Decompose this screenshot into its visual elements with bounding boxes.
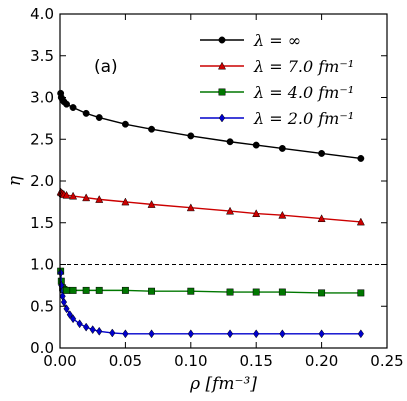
x-tick-label: 0.00: [43, 352, 76, 370]
legend-label: λ = 2.0 fm⁻¹: [253, 109, 354, 128]
data-point: [147, 200, 156, 208]
data-point: [69, 314, 77, 324]
data-point: [69, 191, 78, 200]
data-point: [69, 104, 77, 111]
data-point: [318, 289, 326, 297]
data-point: [318, 149, 326, 157]
x-axis-label: ρ [fm⁻³]: [189, 374, 257, 394]
data-point: [63, 100, 70, 108]
data-point: [121, 120, 129, 128]
x-tick-label: 0.10: [174, 352, 207, 370]
series-line: [60, 191, 361, 223]
data-point: [109, 328, 116, 338]
data-point: [252, 288, 260, 296]
x-tick-label: 0.15: [239, 352, 272, 370]
data-point: [148, 287, 156, 295]
data-point: [95, 195, 104, 203]
legend-label: λ = 4.0 fm⁻¹: [253, 83, 354, 102]
data-point: [148, 125, 156, 133]
data-point: [63, 286, 70, 294]
legend-marker: [218, 113, 226, 123]
legend-marker: [218, 88, 226, 96]
data-point: [187, 287, 195, 295]
data-point: [186, 203, 195, 212]
data-point: [278, 288, 286, 296]
y-tick-label: 0.5: [30, 297, 54, 315]
y-tick-label: 4.0: [30, 5, 54, 23]
x-tick-label: 0.20: [305, 352, 338, 370]
data-point: [278, 144, 286, 152]
data-point: [89, 325, 96, 335]
data-point: [226, 329, 234, 339]
data-point: [95, 114, 103, 121]
data-point: [62, 190, 71, 199]
series-line: [59, 272, 361, 335]
data-point: [121, 286, 129, 294]
x-tick-label: 0.05: [109, 352, 142, 370]
x-axis: 0.00 0.05 0.10 0.15 0.20 0.25: [43, 14, 404, 370]
y-tick-label: 2.5: [30, 130, 54, 148]
series-4: [57, 268, 364, 339]
data-point: [82, 286, 90, 294]
data-point: [252, 141, 260, 149]
y-tick-label: 2.0: [30, 172, 54, 190]
data-point: [278, 210, 287, 219]
data-point: [252, 209, 261, 218]
y-tick-label: 1.0: [30, 256, 54, 274]
legend-entry: λ = 2.0 fm⁻¹: [200, 109, 354, 128]
y-tick-label: 3.0: [30, 89, 54, 107]
data-point: [76, 319, 83, 329]
data-point: [121, 197, 130, 206]
series-2: [56, 187, 365, 226]
data-point: [317, 214, 326, 223]
data-point: [82, 109, 90, 117]
data-point: [66, 310, 73, 320]
data-point: [57, 268, 64, 278]
data-point: [226, 206, 235, 215]
data-point: [318, 329, 325, 339]
data-point: [83, 322, 90, 332]
legend-entry: λ = ∞: [200, 31, 301, 50]
y-tick-label: 3.5: [30, 47, 54, 65]
y-axis-label: η: [5, 175, 25, 186]
data-point: [253, 329, 260, 339]
data-point: [226, 288, 234, 296]
data-point: [187, 329, 194, 339]
data-point: [63, 304, 70, 314]
data-point: [357, 155, 365, 162]
legend-entry: λ = 4.0 fm⁻¹: [200, 83, 354, 102]
data-point: [279, 329, 286, 339]
x-tick-label: 0.25: [370, 352, 403, 370]
data-point: [82, 193, 91, 202]
data-point: [148, 329, 155, 339]
series-1: [57, 89, 365, 162]
series-line: [59, 271, 361, 294]
y-axis: 0.0 0.5 1.0 1.5 2.0 2.5 3.0 3.5 4.0: [30, 5, 387, 357]
series-3: [57, 267, 365, 297]
legend-label: λ = ∞: [253, 31, 301, 50]
legend-marker: [217, 61, 227, 70]
data-point: [95, 286, 103, 294]
data-point: [69, 286, 77, 294]
data-point: [96, 326, 103, 336]
legend: λ = ∞ λ = 7.0 fm⁻¹ λ = 4.0 fm⁻¹ λ = 2.0 fm⁻…: [200, 31, 354, 128]
data-point: [357, 329, 364, 339]
legend-label: λ = 7.0 fm⁻¹: [253, 57, 354, 76]
data-point: [356, 217, 365, 226]
plot-area: [56, 89, 387, 339]
data-point: [226, 138, 234, 146]
legend-entry: λ = 7.0 fm⁻¹: [200, 57, 354, 76]
data-point: [187, 132, 195, 140]
panel-label: (a): [94, 57, 118, 77]
data-point: [357, 289, 365, 297]
legend-marker: [218, 36, 226, 44]
y-tick-label: 1.5: [30, 214, 54, 232]
y-tick-label: 0.0: [30, 339, 54, 357]
data-point: [122, 329, 129, 339]
